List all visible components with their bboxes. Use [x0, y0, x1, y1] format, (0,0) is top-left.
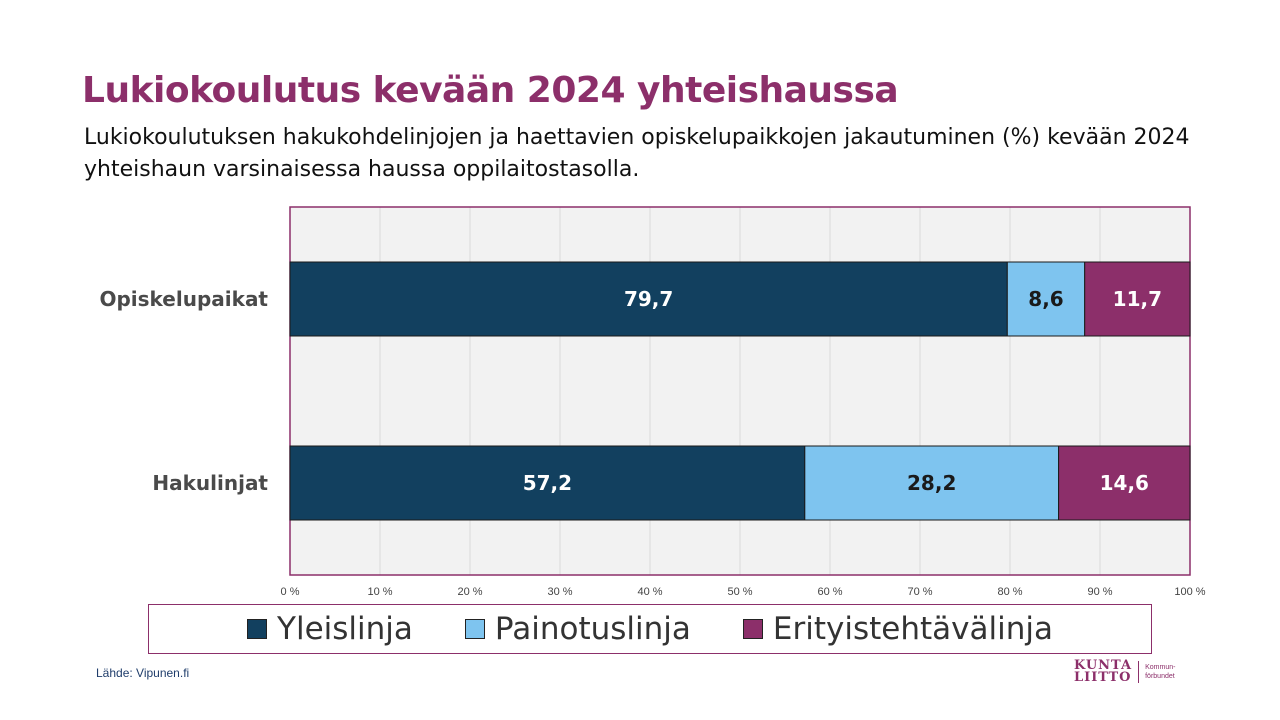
legend-label-painotuslinja: Painotuslinja [494, 611, 691, 647]
legend-item-painotuslinja: Painotuslinja [464, 611, 691, 647]
x-tick-label: 70 % [907, 586, 932, 598]
bar-segment [1084, 261, 1191, 337]
x-tick-label: 60 % [817, 586, 842, 598]
x-tick-label: 100 % [1174, 586, 1205, 598]
bar-segment [804, 445, 1060, 521]
logo-line2: LIITTO [1074, 670, 1132, 685]
category-label: Opiskelupaikat [99, 287, 268, 311]
legend-swatch-yleislinja [247, 619, 268, 639]
x-tick-label: 20 % [457, 586, 482, 598]
x-tick-label: 10 % [367, 586, 392, 598]
logo-line1: KUNTA [1074, 658, 1133, 673]
data-label: 8,6 [1028, 287, 1063, 311]
data-label: 79,7 [624, 287, 673, 311]
x-tick-label: 30 % [547, 586, 572, 598]
bar-segment [1058, 445, 1191, 521]
plot-frame [289, 206, 1191, 576]
x-tick-label: 80 % [997, 586, 1022, 598]
bar-segment [1006, 261, 1086, 337]
kuntaliitto-logo: KUNTA LIITTO Kommun- förbundet [1074, 658, 1175, 685]
bar-segment [289, 445, 806, 521]
legend-item-yleislinja: Yleislinja [247, 611, 413, 647]
stacked-bar-chart: 0 % 10 % 20 % 30 % 40 % 50 % 60 % 70 % 80 % 90 % 1… [99, 206, 1206, 598]
logo-subtext: Kommun- förbundet [1145, 663, 1175, 681]
logo-wordmark: KUNTA LIITTO [1074, 658, 1133, 685]
chart-title: Lukiokoulutus kevään 2024 yhteishaussa [82, 70, 899, 111]
data-label: 14,6 [1100, 471, 1149, 495]
legend-label-yleislinja: Yleislinja [277, 611, 413, 647]
legend-label-erityistehtavalinja: Erityistehtävälinja [772, 611, 1053, 647]
x-tick-label: 90 % [1087, 586, 1112, 598]
category-label: Hakulinjat [152, 471, 268, 495]
legend-swatch-painotuslinja [464, 619, 485, 639]
chart-legend: Yleislinja Painotuslinja Erityistehtäväl… [148, 604, 1152, 654]
data-label: 28,2 [907, 471, 956, 495]
x-tick-label: 50 % [727, 586, 752, 598]
bar-segment [289, 261, 1008, 337]
legend-swatch-erityistehtavalinja [742, 619, 763, 639]
legend-item-erityistehtavalinja: Erityistehtävälinja [742, 611, 1053, 647]
data-label: 57,2 [523, 471, 572, 495]
logo-sub1: Kommun- [1145, 664, 1176, 671]
x-tick-label: 40 % [637, 586, 662, 598]
logo-divider [1138, 661, 1140, 683]
data-label: 11,7 [1113, 287, 1162, 311]
logo-sub2: förbundet [1145, 673, 1175, 680]
source-note: Lähde: Vipunen.fi [96, 666, 190, 680]
chart-subtitle: Lukiokoulutuksen hakukohdelinjojen ja ha… [84, 125, 1190, 182]
x-tick-label: 0 % [281, 586, 300, 598]
